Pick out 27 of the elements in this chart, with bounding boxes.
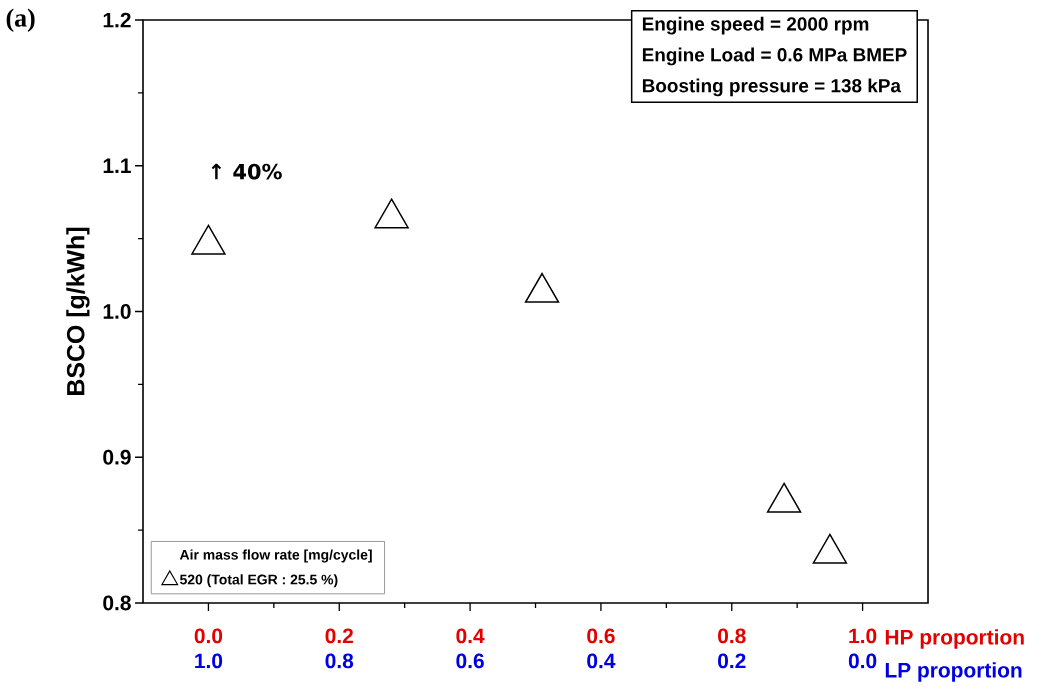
y-tick-label: 0.8 [103,595,131,611]
annotation: Engine speed = 2000 rpm [642,16,869,35]
y-tick-label: 0.9 [103,449,131,465]
legend-title: Air mass flow rate [mg/cycle] [179,549,372,563]
x2-tick-label: 0.6 [456,653,484,669]
legend-label: 520 (Total EGR : 25.5 %) [179,574,338,588]
annotation: Engine Load = 0.6 MPa BMEP [642,47,907,66]
x2-tick-label: 0.4 [587,653,616,669]
x-tick-label: 1.0 [849,628,877,644]
x2-tick-label: 1.0 [195,653,223,669]
x-tick-label: 0.8 [718,628,746,644]
annotation: Boosting pressure = 138 kPa [642,78,902,97]
annotation: ↑ 40% [211,163,282,180]
x-tick-label: 0.4 [456,628,485,644]
y-tick-label: 1.1 [103,158,131,173]
y-axis-title: BSCO [g/kWh] [66,227,90,395]
x2-axis-title: LP proportion [885,662,1022,682]
y-tick-label: 1.2 [103,12,131,28]
x-tick-label: 0.2 [325,628,353,644]
text: (a) [6,8,35,32]
x2-tick-label: 0.0 [848,653,877,669]
x-tick-label: 0.0 [194,628,223,644]
x2-tick-label: 0.2 [718,653,746,669]
x-axis-title: HP proportion [885,629,1024,649]
y-tick-label: 1.0 [103,304,131,319]
x-tick-label: 0.6 [587,628,615,644]
x2-tick-label: 0.8 [325,653,354,669]
